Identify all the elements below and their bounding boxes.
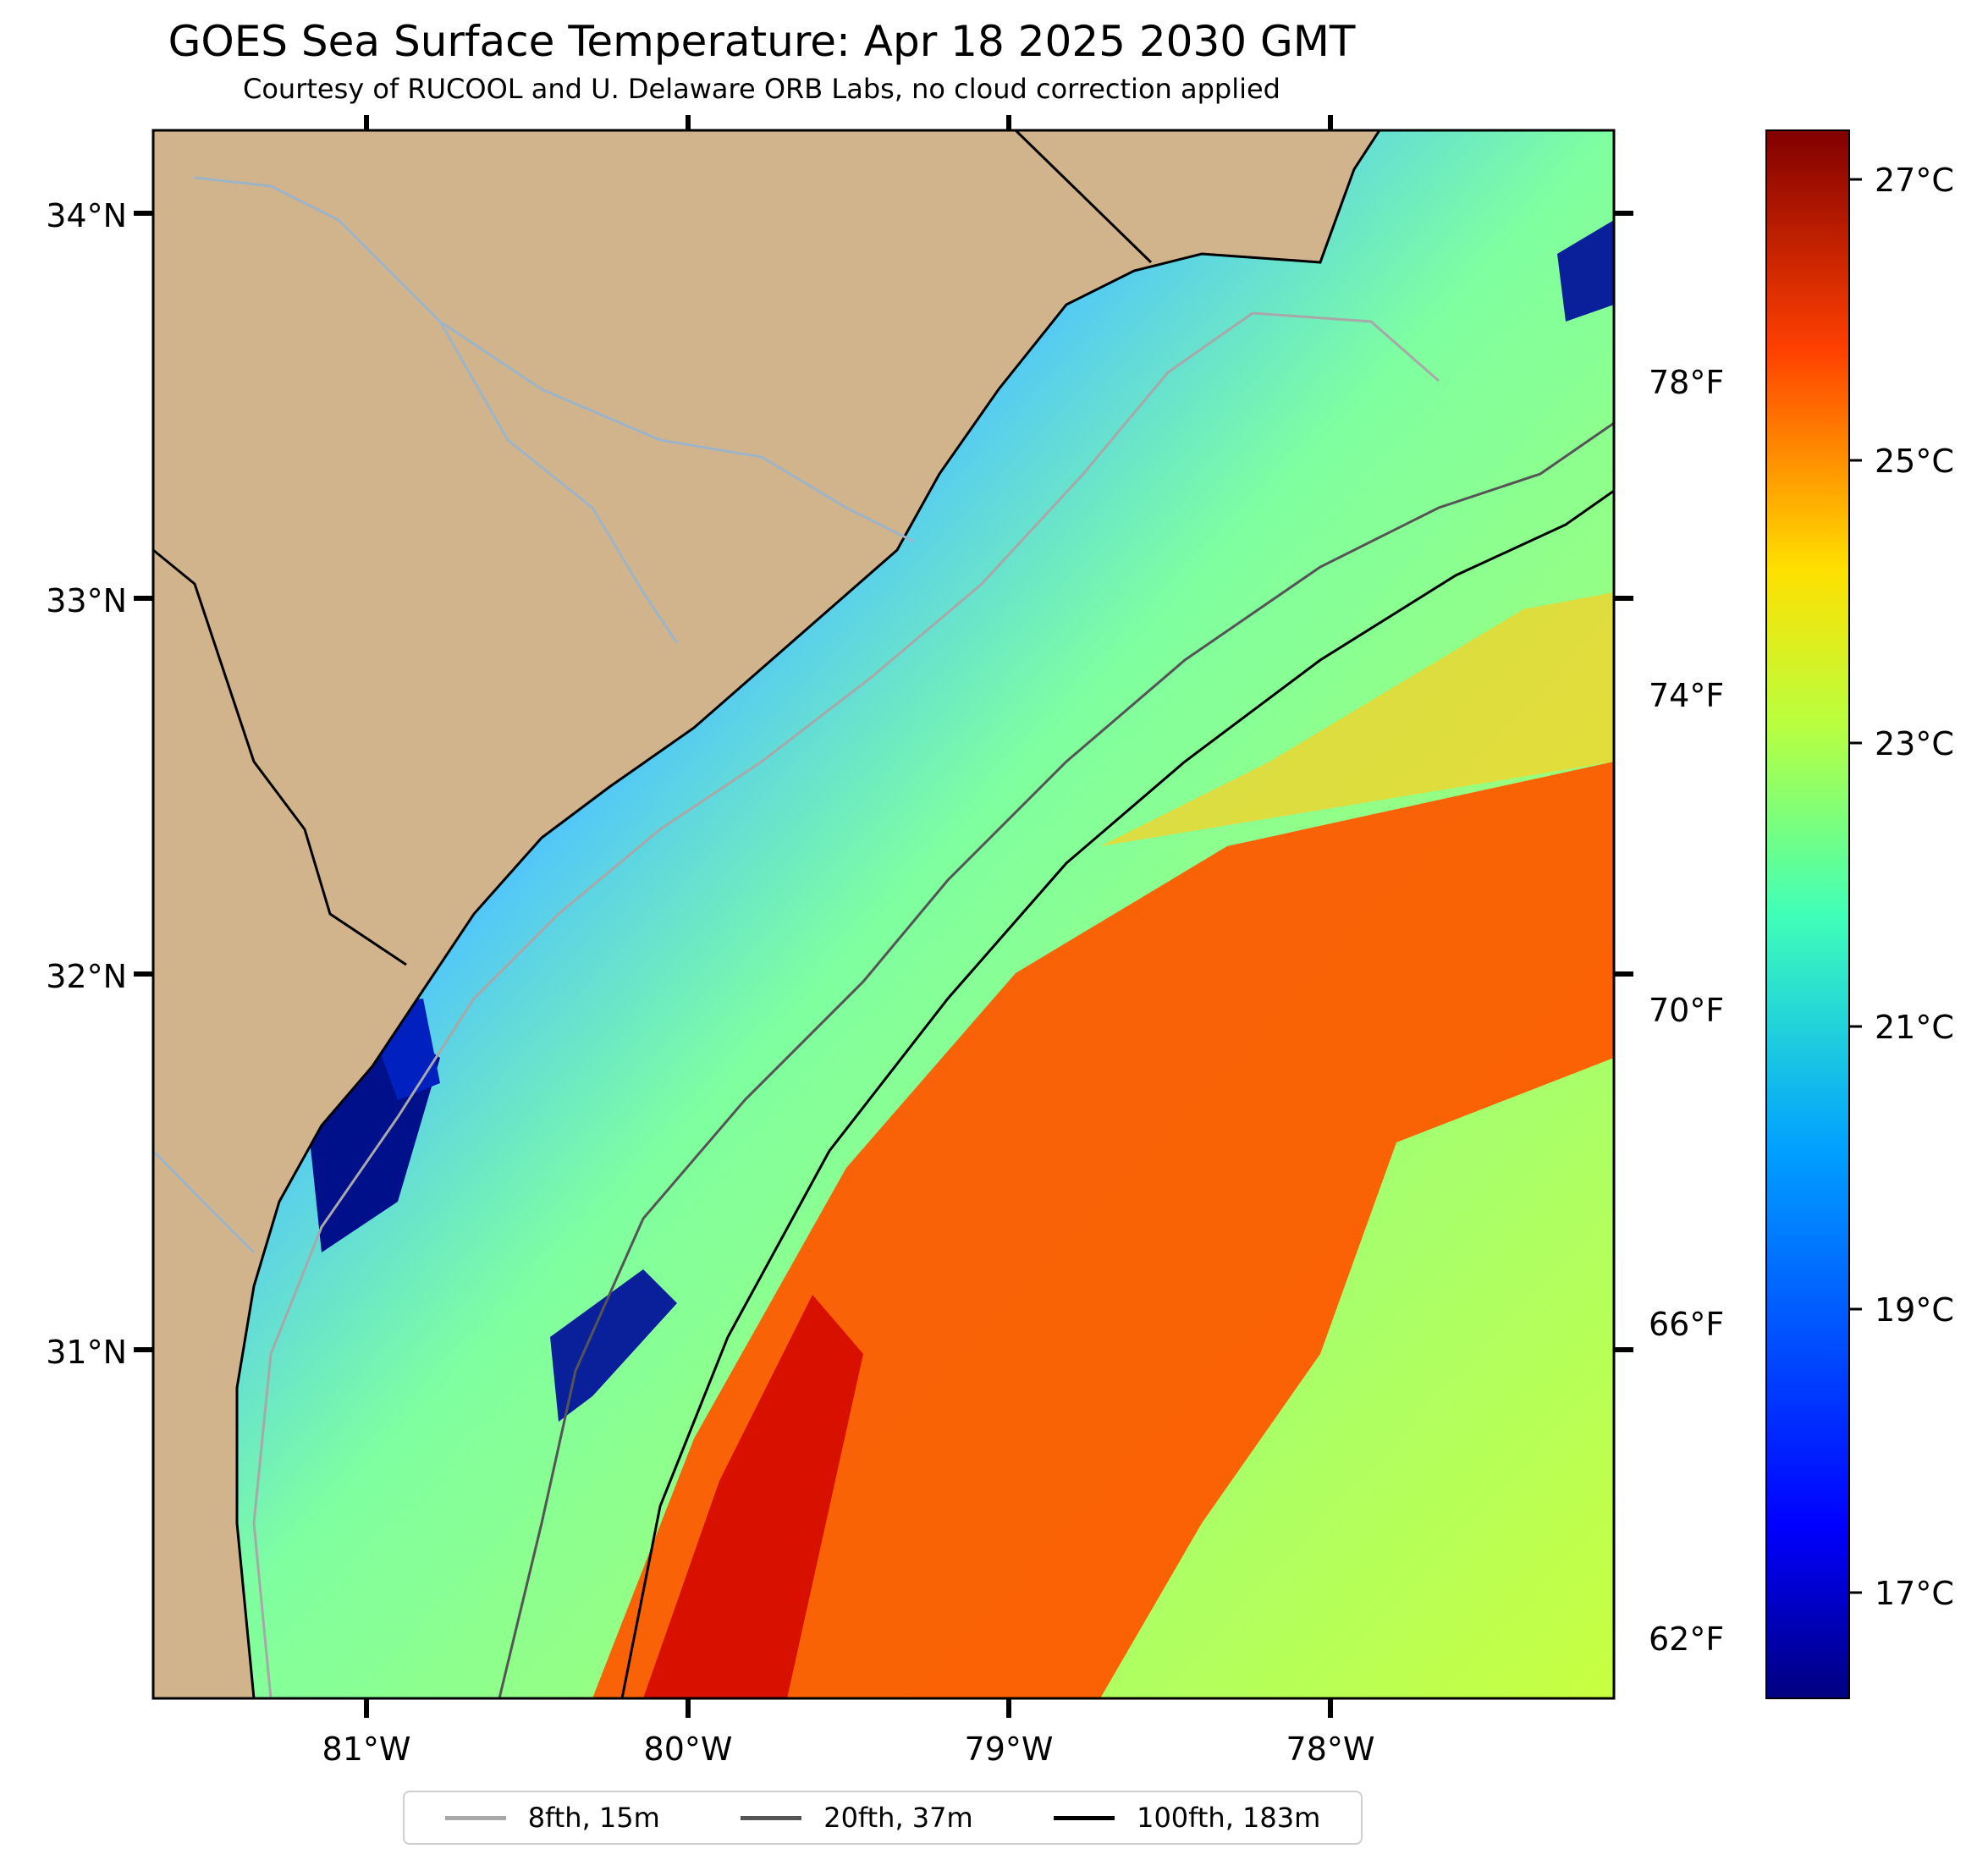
lon-label: 78°W xyxy=(1286,1731,1375,1768)
fahrenheit-label: 78°F xyxy=(1649,364,1724,401)
lon-axis: 81°W 80°W 79°W 78°W xyxy=(322,115,1375,1768)
lon-label: 79°W xyxy=(965,1731,1054,1768)
colorbar-label: 17°C xyxy=(1875,1575,1954,1612)
lat-label: 34°N xyxy=(46,197,127,234)
colorbar xyxy=(1765,129,1850,1699)
colorbar-label: 27°C xyxy=(1875,162,1954,199)
contour-8fth xyxy=(252,311,1440,1698)
legend-swatch xyxy=(444,1815,506,1820)
fahrenheit-label: 66°F xyxy=(1649,1306,1724,1343)
river-north xyxy=(194,176,915,543)
legend-label: 100fth, 183m xyxy=(1137,1802,1321,1834)
warm-eddy xyxy=(1100,592,1614,846)
gulf-stream-core xyxy=(592,762,1614,1698)
lon-label: 81°W xyxy=(322,1731,411,1768)
contour-20fth xyxy=(498,421,1614,1698)
contour-legend: 8fth, 15m 20fth, 37m 100fth, 183m xyxy=(403,1791,1363,1845)
river-branch xyxy=(438,321,679,644)
colorbar-label: 21°C xyxy=(1875,1009,1954,1046)
colorbar-axis: 27°C 25°C 23°C 21°C 19°C 17°C xyxy=(1849,162,1954,1612)
contour-100fth xyxy=(620,489,1614,1698)
gulf-stream-hot-filament xyxy=(643,1295,863,1698)
colorbar-label: 23°C xyxy=(1875,725,1954,762)
sst-map xyxy=(153,130,1614,1698)
legend-swatch xyxy=(1054,1815,1115,1820)
colorbar-label: 19°C xyxy=(1875,1291,1954,1329)
legend-item-20fth: 20fth, 37m xyxy=(741,1802,973,1834)
colorbar-label: 25°C xyxy=(1875,443,1954,480)
map-subtitle: Courtesy of RUCOOL and U. Delaware ORB L… xyxy=(243,73,1280,105)
map-frame xyxy=(151,129,1616,1700)
cold-patch-shelf xyxy=(550,1269,677,1422)
lat-label: 33°N xyxy=(46,582,127,619)
state-border-north xyxy=(1014,130,1153,264)
map-title: GOES Sea Surface Temperature: Apr 18 202… xyxy=(168,17,1356,66)
fahrenheit-label: 74°F xyxy=(1649,677,1724,714)
legend-item-100fth: 100fth, 183m xyxy=(1054,1802,1320,1834)
fahrenheit-label: 62°F xyxy=(1649,1621,1724,1658)
lat-axis-left: 34°N 33°N 32°N 31°N xyxy=(46,197,153,1371)
lat-label: 32°N xyxy=(46,958,127,995)
cold-patch-northeast xyxy=(1557,220,1614,322)
lat-label: 31°N xyxy=(46,1334,127,1371)
state-border xyxy=(153,548,407,966)
legend-label: 20fth, 37m xyxy=(823,1802,973,1834)
coastline-land xyxy=(153,130,1381,1698)
fahrenheit-label: 70°F xyxy=(1649,992,1724,1029)
lat-axis-right: 78°F 74°F 70°F 66°F 62°F xyxy=(1614,211,1724,1658)
lon-label: 80°W xyxy=(644,1731,733,1768)
legend-item-8fth: 8fth, 15m xyxy=(444,1802,660,1834)
river-south xyxy=(153,1149,256,1254)
legend-swatch xyxy=(741,1815,802,1820)
legend-label: 8fth, 15m xyxy=(527,1802,660,1834)
